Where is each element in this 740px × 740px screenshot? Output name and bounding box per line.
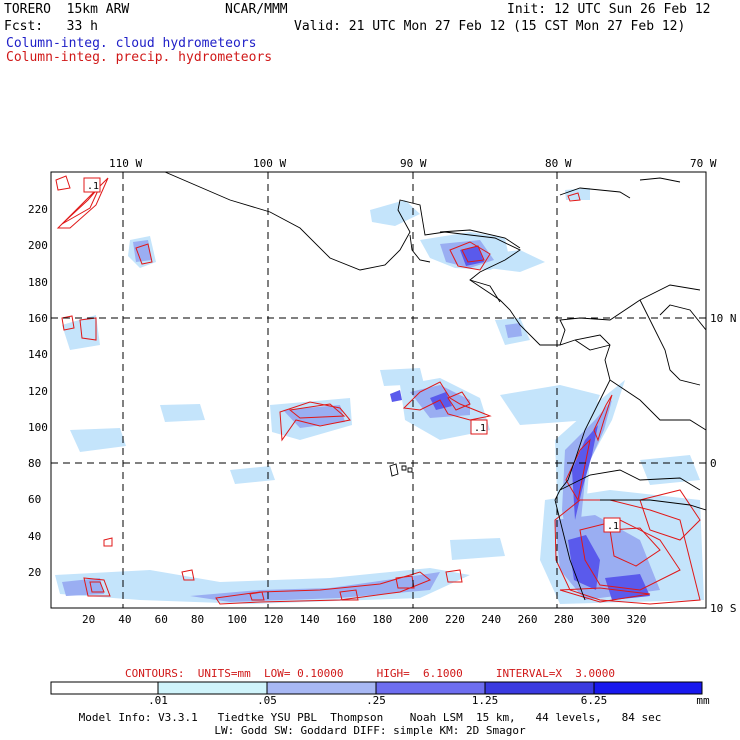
valid-time: Valid: 21 UTC Mon 27 Feb 12 (15 CST Mon … <box>294 19 686 34</box>
org-label: NCAR/MMM <box>225 2 288 17</box>
colorbar-label: 6.25 <box>580 694 608 707</box>
x-tick-label: 40 <box>118 613 132 626</box>
model-info-line2: LW: Godd SW: Goddard DIFF: simple KM: 2D… <box>214 724 526 737</box>
x-tick-label: 80 <box>190 613 205 626</box>
y-tick-label: 160 <box>28 311 48 325</box>
model-info-line1: Model Info: V3.3.1 Tiedtke YSU PBL Thomp… <box>78 711 662 724</box>
contour-info: CONTOURS: UNITS=mm LOW= 0.10000 HIGH= 6.… <box>124 667 616 680</box>
colorbar-label: .05 <box>257 694 277 707</box>
lon-label-70w: 70 W <box>690 157 717 170</box>
colorbar-unit: mm <box>696 694 710 707</box>
x-tick-label: 200 <box>408 613 429 626</box>
legend-precip: Column-integ. precip. hydrometeors <box>6 50 273 65</box>
x-tick-label: 180 <box>372 613 393 626</box>
y-tick-label: 140 <box>28 348 48 362</box>
y-tick-label: 80 <box>28 457 42 471</box>
y-tick-label: 180 <box>28 275 48 289</box>
y-tick-label: 200 <box>28 239 48 253</box>
model-title: TORERO 15km ARW <box>4 2 130 17</box>
lat-label-0: 0 <box>710 457 717 470</box>
colorbar-label: .01 <box>148 694 168 707</box>
y-tick-label: 60 <box>28 493 42 507</box>
colorbar <box>50 681 703 695</box>
x-tick-label: 20 <box>82 613 96 626</box>
colorbar-label: 1.25 <box>471 694 499 707</box>
svg-text:.1: .1 <box>607 521 619 532</box>
contour-labels: .1 .1 .1 <box>83 177 621 533</box>
lon-label-80w: 80 W <box>545 157 572 170</box>
coastlines <box>164 172 706 601</box>
x-tick-label: 60 <box>154 613 168 626</box>
x-tick-label: 300 <box>590 613 611 626</box>
y-tick-label: 40 <box>28 529 42 543</box>
x-tick-label: 160 <box>336 613 356 626</box>
legend-cloud: Column-integ. cloud hydrometeors <box>6 36 257 51</box>
x-tick-label: 220 <box>445 613 465 626</box>
forecast-hour: Fcst: 33 h <box>4 19 98 34</box>
lat-lon-grid <box>51 172 706 608</box>
precip-contours <box>55 175 701 605</box>
x-tick-label: 140 <box>299 613 320 626</box>
svg-text:.1: .1 <box>474 423 486 434</box>
x-tick-label: 320 <box>626 613 647 626</box>
lon-label-110w: 110 W <box>109 157 143 170</box>
x-tick-label: 240 <box>481 613 502 626</box>
lon-label-100w: 100 W <box>253 157 287 170</box>
lon-label-90w: 90 W <box>400 157 427 170</box>
y-tick-label: 120 <box>28 384 48 398</box>
y-tick-label: 220 <box>28 203 48 216</box>
y-tick-label: 20 <box>28 566 42 579</box>
x-tick-label: 260 <box>517 613 538 626</box>
x-tick-label: 100 <box>227 613 248 626</box>
x-tick-label: 120 <box>263 613 284 626</box>
colorbar-label: .25 <box>366 694 386 707</box>
x-tick-label: 280 <box>553 613 574 626</box>
y-tick-label: 100 <box>28 420 48 434</box>
map-frame <box>50 171 707 609</box>
lat-label-10n: 10 N <box>710 312 737 325</box>
svg-text:.1: .1 <box>87 181 99 192</box>
init-time: Init: 12 UTC Sun 26 Feb 12 <box>507 2 711 17</box>
lat-label-10s: 10 S <box>710 602 737 615</box>
